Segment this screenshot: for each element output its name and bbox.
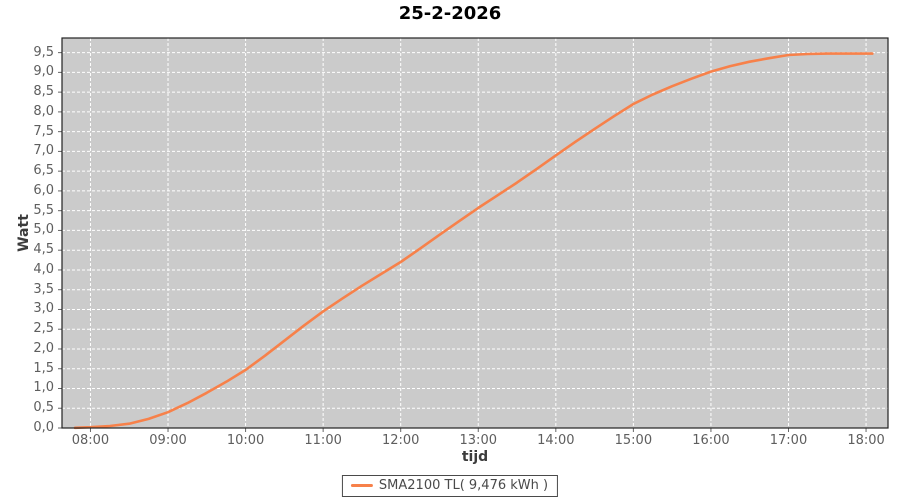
y-tick-label: 4,0	[33, 261, 54, 277]
plot-background	[62, 38, 888, 428]
x-tick-label: 10:00	[226, 433, 265, 448]
legend-line-swatch	[350, 484, 373, 487]
y-tick-label: 3,5	[33, 281, 54, 297]
x-tick-label: 15:00	[614, 433, 653, 448]
plot-border	[61, 37, 889, 429]
series-line	[73, 52, 874, 430]
x-tick-label: 16:00	[692, 433, 730, 448]
x-tick-label: 13:00	[459, 433, 497, 448]
y-tick-label: 7,0	[33, 143, 54, 159]
x-axis-title: tijd	[461, 449, 489, 465]
y-tick-label: 4,5	[33, 242, 54, 258]
legend: SMA2100 TL( 9,476 kWh )	[341, 475, 559, 497]
y-tick-label: 5,5	[33, 202, 54, 218]
y-tick-label: 7,5	[33, 123, 54, 139]
x-tick-label: 17:00	[769, 433, 808, 448]
y-tick-label: 9,0	[33, 64, 54, 80]
x-tick-label: 11:00	[304, 433, 342, 448]
y-tick-label: 6,5	[33, 163, 54, 179]
y-tick-label: 2,0	[33, 340, 54, 356]
y-tick-label: 5,0	[33, 222, 54, 238]
x-tick-label: 12:00	[381, 433, 420, 448]
y-tick-label: 8,5	[33, 84, 54, 100]
x-tick-label: 18:00	[847, 433, 885, 448]
x-tick-label: 09:00	[149, 433, 187, 448]
x-tick-label: 08:00	[71, 433, 110, 448]
y-tick-label: 8,0	[33, 103, 54, 119]
y-tick-label: 6,0	[33, 182, 54, 198]
legend-series-label: SMA2100 TL( 9,476 kWh )	[378, 478, 549, 493]
y-tick-label: 1,0	[33, 380, 54, 396]
y-tick-label: 9,5	[33, 44, 54, 60]
y-tick-label: 0,5	[33, 400, 54, 416]
x-tick-label: 14:00	[537, 433, 575, 448]
y-tick-label: 0,0	[33, 420, 54, 435]
y-tick-label: 3,0	[33, 301, 54, 317]
y-tick-label: 1,5	[33, 360, 54, 376]
y-tick-label: 2,5	[33, 321, 54, 337]
chart-title: 25-2-2026	[398, 3, 502, 24]
